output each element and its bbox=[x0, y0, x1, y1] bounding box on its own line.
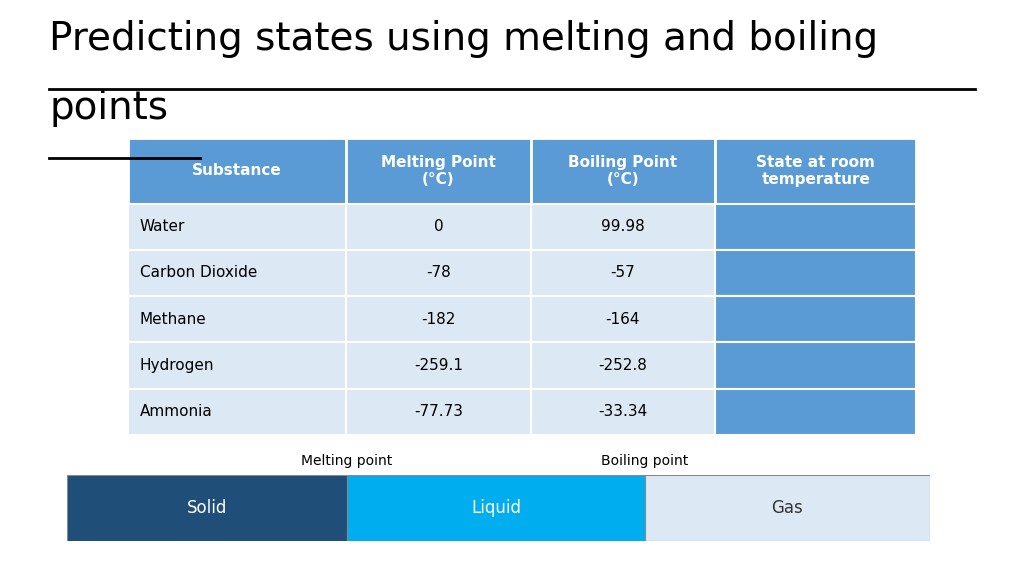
Bar bbox=[715, 296, 916, 342]
Text: 99.98: 99.98 bbox=[601, 219, 645, 234]
Text: 0: 0 bbox=[433, 219, 443, 234]
Text: Boiling Point
(°C): Boiling Point (°C) bbox=[568, 155, 678, 187]
Bar bbox=[715, 342, 916, 389]
Bar bbox=[128, 203, 346, 250]
Bar bbox=[715, 203, 916, 250]
Text: Carbon Dioxide: Carbon Dioxide bbox=[140, 266, 257, 281]
Text: Gas: Gas bbox=[771, 499, 803, 517]
Bar bbox=[645, 475, 930, 541]
Text: -164: -164 bbox=[605, 312, 640, 327]
Text: Liquid: Liquid bbox=[471, 499, 521, 517]
Text: Hydrogen: Hydrogen bbox=[140, 358, 214, 373]
Text: Melting point: Melting point bbox=[301, 454, 393, 468]
Bar bbox=[346, 250, 530, 296]
Text: -252.8: -252.8 bbox=[598, 358, 647, 373]
Bar bbox=[530, 138, 715, 203]
Text: Solid: Solid bbox=[186, 499, 227, 517]
Bar bbox=[346, 389, 530, 435]
Bar bbox=[128, 296, 346, 342]
Bar bbox=[715, 138, 916, 203]
Text: Water: Water bbox=[140, 219, 185, 234]
Text: -57: -57 bbox=[610, 266, 635, 281]
Bar bbox=[346, 203, 530, 250]
Text: Melting Point
(°C): Melting Point (°C) bbox=[381, 155, 496, 187]
Bar bbox=[530, 389, 715, 435]
Text: Substance: Substance bbox=[193, 164, 282, 179]
Text: points: points bbox=[49, 89, 168, 127]
Text: Ammonia: Ammonia bbox=[140, 404, 213, 419]
Bar bbox=[346, 296, 530, 342]
Text: -182: -182 bbox=[421, 312, 456, 327]
Bar bbox=[715, 250, 916, 296]
Bar bbox=[347, 475, 645, 541]
Text: Methane: Methane bbox=[140, 312, 207, 327]
Bar bbox=[530, 296, 715, 342]
Bar bbox=[67, 475, 347, 541]
Text: Boiling point: Boiling point bbox=[601, 454, 688, 468]
Bar bbox=[530, 342, 715, 389]
Bar bbox=[715, 389, 916, 435]
Bar bbox=[346, 342, 530, 389]
Text: -77.73: -77.73 bbox=[414, 404, 463, 419]
Bar bbox=[128, 342, 346, 389]
Bar bbox=[128, 138, 346, 203]
Text: -259.1: -259.1 bbox=[414, 358, 463, 373]
Text: Predicting states using melting and boiling: Predicting states using melting and boil… bbox=[49, 20, 879, 58]
Text: -78: -78 bbox=[426, 266, 451, 281]
Bar bbox=[128, 250, 346, 296]
Bar bbox=[346, 138, 530, 203]
Bar bbox=[530, 250, 715, 296]
Text: State at room
temperature: State at room temperature bbox=[757, 155, 876, 187]
Text: -33.34: -33.34 bbox=[598, 404, 647, 419]
Bar bbox=[530, 203, 715, 250]
Bar bbox=[128, 389, 346, 435]
